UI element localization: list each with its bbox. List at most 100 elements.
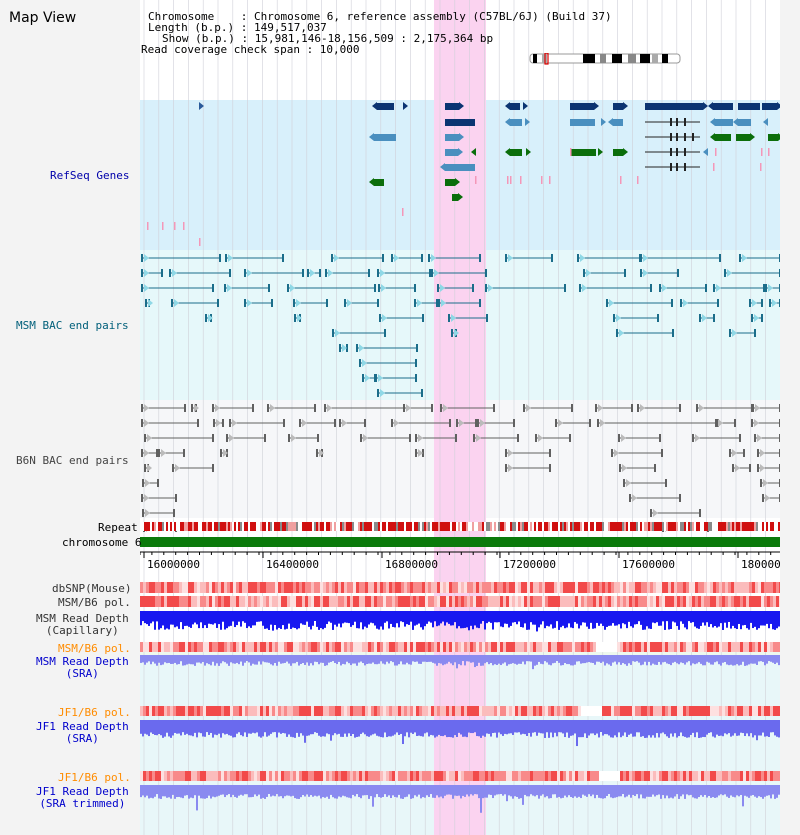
heat-jf1-pol-trimmed: [560, 771, 563, 781]
track-label-jf1-depth-trimmed[interactable]: JF1 Read Depth (SRA trimmed): [36, 786, 129, 810]
bac-end-mark: [692, 434, 694, 442]
depth-bar-jf1-sra: [426, 720, 428, 733]
depth-bar-msm-sra: [698, 655, 700, 663]
plot-area[interactable]: 16000000 16400000 16800000 17200000 17600000…: [140, 0, 780, 835]
depth-bar-msm-sra: [532, 655, 534, 670]
heat-jf1-pol-trimmed: [725, 771, 728, 781]
bac-end-arrow: [247, 299, 252, 307]
heat-msm-pol: [281, 596, 284, 607]
bac-end-arrow: [381, 284, 386, 292]
gene-arrow: [455, 178, 460, 186]
heat-msm-pol-sra: [611, 642, 614, 652]
repeat-segment: [280, 522, 282, 531]
depth-bar-jf1-sra: [616, 720, 618, 738]
chromosome-ideogram[interactable]: [528, 53, 682, 65]
depth-bar-msm-capillary: [596, 611, 598, 623]
heat-msm-pol: [161, 596, 164, 607]
heat-msm-pol-sra: [344, 642, 347, 652]
heat-msm-pol: [236, 596, 239, 607]
heat-jf1-pol: [410, 706, 413, 716]
bac-end-mark: [161, 269, 163, 277]
bac-end-mark: [513, 419, 515, 427]
depth-bar-jf1-sra: [480, 720, 482, 738]
depth-bar-msm-sra: [380, 655, 382, 662]
heat-jf1-pol: [425, 706, 428, 716]
depth-bar-msm-capillary: [410, 611, 412, 622]
depth-bar-msm-capillary: [774, 611, 776, 630]
depth-bar-msm-capillary: [450, 611, 452, 626]
gene-arrow: [710, 133, 715, 141]
heat-jf1-pol: [506, 706, 509, 716]
heat-msm-pol: [377, 596, 380, 607]
depth-bar-msm-capillary: [630, 611, 632, 627]
heat-msm-pol: [317, 596, 320, 607]
heat-dbsnp: [653, 582, 656, 593]
bac-end-arrow: [718, 419, 723, 427]
heat-jf1-pol: [590, 706, 593, 716]
depth-bar-msm-capillary: [492, 611, 494, 630]
heat-jf1-pol: [545, 706, 548, 716]
heat-msm-pol-sra: [713, 642, 716, 652]
bac-end-arrow: [754, 314, 759, 322]
heat-jf1-pol-trimmed: [701, 771, 704, 781]
bac-end-arrow: [768, 284, 773, 292]
depth-bar-msm-capillary: [332, 611, 334, 630]
track-label-refseq[interactable]: RefSeq Genes: [50, 169, 130, 182]
depth-bar-jf1-sra: [750, 720, 752, 734]
bac-end-arrow: [742, 254, 747, 262]
depth-bar-jf1-trimmed: [682, 785, 684, 795]
repeat-segment: [544, 522, 546, 531]
depth-bar-jf1-trimmed: [476, 785, 478, 795]
bac-end-mark: [421, 389, 423, 397]
track-label-b6n-bac[interactable]: B6N BAC end pairs: [16, 454, 129, 467]
heat-msm-pol-sra: [365, 642, 368, 652]
track-label-msm-depth-sra[interactable]: MSM Read Depth (SRA): [36, 656, 129, 680]
heat-msm-pol: [269, 596, 272, 607]
heat-jf1-pol-trimmed: [611, 771, 614, 781]
heat-msm-pol: [203, 596, 206, 607]
depth-bar-msm-capillary: [652, 611, 654, 623]
repeat-segment: [688, 522, 690, 531]
bac-end-arrow: [662, 284, 667, 292]
heat-msm-pol-sra: [422, 642, 425, 652]
heat-msm-pol: [326, 596, 329, 607]
depth-bar-jf1-sra: [202, 720, 204, 737]
heat-msm-pol-sra: [695, 642, 698, 652]
repeat-segment: [226, 522, 228, 531]
heat-msm-pol: [257, 596, 260, 607]
heat-jf1-pol-trimmed: [410, 771, 413, 781]
bac-end-mark: [579, 284, 581, 292]
gene-marker: [570, 148, 572, 156]
heat-jf1-pol-trimmed: [164, 771, 167, 781]
depth-bar-msm-capillary: [552, 611, 554, 629]
heat-dbsnp: [350, 582, 353, 593]
depth-bar-jf1-sra: [390, 720, 392, 737]
depth-bar-msm-capillary: [542, 611, 544, 622]
repeat-segment: [354, 522, 356, 531]
depth-bar-jf1-trimmed: [342, 785, 344, 796]
heat-jf1-pol-trimmed: [671, 771, 674, 781]
repeat-segment: [142, 522, 144, 531]
track-label-jf1-depth[interactable]: JF1 Read Depth (SRA): [36, 721, 129, 745]
depth-bar-jf1-sra: [652, 720, 654, 736]
depth-bar-msm-capillary: [752, 611, 754, 629]
bac-end-arrow: [291, 434, 296, 442]
heat-jf1-pol-trimmed: [584, 771, 587, 781]
bac-end-mark: [197, 419, 199, 427]
repeat-segment: [754, 522, 756, 531]
heat-msm-pol-sra: [149, 642, 152, 652]
heat-jf1-pol: [746, 706, 749, 716]
repeat-segment: [380, 522, 382, 531]
bac-end-arrow: [716, 284, 721, 292]
repeat-segment: [630, 522, 632, 531]
plot-canvas[interactable]: 16000000 16400000 16800000 17200000 17600000…: [140, 0, 780, 835]
repeat-segment: [692, 522, 694, 531]
bac-end-arrow: [643, 254, 648, 262]
depth-bar-msm-capillary: [562, 611, 564, 626]
repeat-segment: [638, 522, 640, 531]
track-label-msm-bac[interactable]: MSM BAC end pairs: [16, 319, 129, 332]
heat-jf1-pol-trimmed: [188, 771, 191, 781]
heat-msm-pol: [692, 596, 695, 607]
depth-bar-jf1-sra: [462, 720, 464, 737]
bac-end-mark: [629, 494, 631, 502]
